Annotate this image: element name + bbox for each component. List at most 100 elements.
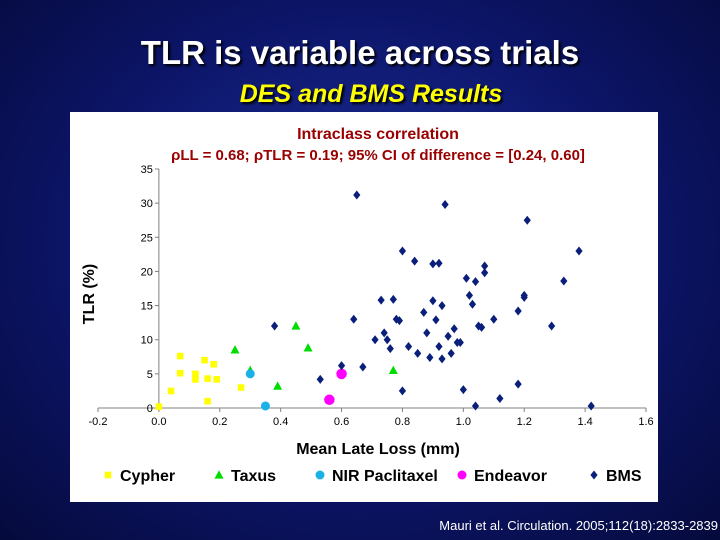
bms-point (429, 296, 437, 306)
bms-point (478, 322, 486, 332)
taxus-point (388, 365, 398, 375)
bms-point (471, 277, 480, 287)
bms-point (398, 386, 407, 396)
bms-point (587, 401, 595, 411)
cypher-point (176, 352, 184, 360)
bms-point (459, 385, 467, 395)
x-axis-label: Mean Late Loss (mm) (296, 441, 460, 458)
slide-subtitle: DES and BMS Results (239, 80, 503, 108)
nir-paclitaxel-point (260, 401, 270, 411)
y-tick-label: 20 (141, 266, 153, 278)
cypher-point (237, 384, 245, 391)
y-tick-label: 30 (141, 198, 153, 210)
data-points (155, 190, 595, 411)
legend-marker-endeavor (457, 470, 467, 480)
legend-label-taxus: Taxus (231, 468, 276, 485)
nir-paclitaxel-point (245, 369, 255, 379)
slide-title: TLR is variable across trials (140, 34, 580, 71)
bms-point (523, 215, 531, 225)
bms-point (429, 259, 437, 269)
y-axis-label: TLR (%) (81, 264, 98, 324)
x-tick-label: 1.0 (456, 416, 471, 428)
bms-point (392, 314, 400, 324)
legend-marker-bms (590, 470, 598, 480)
cypher-point (201, 356, 208, 364)
y-tick-label: 10 (141, 335, 153, 347)
bms-point (426, 352, 434, 362)
y-tick-label: 0 (147, 403, 153, 415)
cypher-point (155, 403, 163, 410)
bms-point (438, 301, 446, 311)
bms-point (386, 344, 394, 354)
chart-panel: Intraclass correlation ρLL = 0.68; ρTLR … (70, 112, 658, 502)
x-tick-label: 0.4 (273, 416, 288, 428)
endeavor-point (336, 368, 347, 380)
legend-label-nir-paclitaxel: NIR Paclitaxel (332, 468, 438, 485)
bms-point (432, 315, 440, 325)
cypher-point (213, 376, 221, 383)
bms-point (548, 321, 556, 331)
bms-point (471, 401, 480, 411)
bms-point (438, 354, 446, 364)
citation: Mauri et al. Circulation. 2005;112(18):2… (439, 518, 718, 533)
bms-point (435, 258, 443, 268)
taxus-point (230, 345, 240, 354)
bms-point (411, 256, 419, 266)
bms-point (423, 328, 431, 338)
bms-point (468, 299, 477, 309)
x-tick-label: 1.2 (517, 416, 532, 428)
x-tick-label: 0.2 (212, 416, 227, 428)
bms-point (474, 321, 483, 331)
cypher-point (167, 387, 175, 395)
legend-marker-taxus (214, 470, 224, 479)
bms-point (383, 335, 391, 345)
bms-point (575, 246, 583, 256)
bms-point (377, 295, 385, 305)
bms-point (270, 321, 279, 331)
cypher-point (192, 376, 199, 383)
axes: -0.2 0.0 0.2 0.4 0.6 0.8 1.0 1.2 1.4 1.6 0 5 10 15 20 2… (89, 164, 654, 428)
x-tick-label: 1.6 (638, 416, 653, 428)
x-tick-label: 0.0 (151, 416, 166, 428)
endeavor-point (324, 394, 335, 406)
bms-point (444, 331, 452, 341)
bms-point (481, 261, 489, 271)
bms-point (371, 335, 379, 345)
taxus-point (303, 343, 313, 352)
legend-label-bms: BMS (606, 468, 642, 485)
bms-point (462, 273, 470, 283)
x-tick-label: 0.8 (395, 416, 410, 428)
bms-point (481, 268, 489, 278)
bms-point (520, 292, 528, 302)
bms-point (447, 348, 455, 358)
x-tick-label: 1.4 (577, 416, 592, 428)
bms-point (441, 200, 449, 210)
bms-point (389, 294, 397, 304)
cypher-point (204, 375, 211, 382)
bms-point (398, 246, 407, 256)
chart-title: Intraclass correlation (297, 126, 459, 143)
cypher-point (204, 397, 211, 405)
bms-point (337, 361, 346, 371)
y-tick-label: 5 (147, 369, 153, 381)
cypher-point (192, 370, 199, 378)
bms-point (490, 314, 498, 324)
bms-point (514, 306, 522, 316)
cypher-point (210, 360, 217, 368)
legend-label-cypher: Cypher (120, 468, 175, 485)
bms-point (353, 190, 361, 200)
bms-point (359, 362, 367, 372)
y-tick-label: 35 (141, 164, 153, 176)
cypher-point (176, 369, 184, 377)
x-tick-label: 0.6 (334, 416, 349, 428)
bms-point (456, 337, 464, 347)
bms-point (404, 342, 413, 352)
bms-point (465, 290, 474, 300)
bms-point (450, 324, 458, 334)
legend-marker-nir-paclitaxel (315, 470, 325, 480)
bms-point (560, 276, 568, 286)
bms-point (514, 379, 522, 389)
scatter-chart: Intraclass correlation ρLL = 0.68; ρTLR … (81, 126, 654, 485)
bms-point (395, 316, 403, 326)
x-tick-label: -0.2 (89, 416, 108, 428)
